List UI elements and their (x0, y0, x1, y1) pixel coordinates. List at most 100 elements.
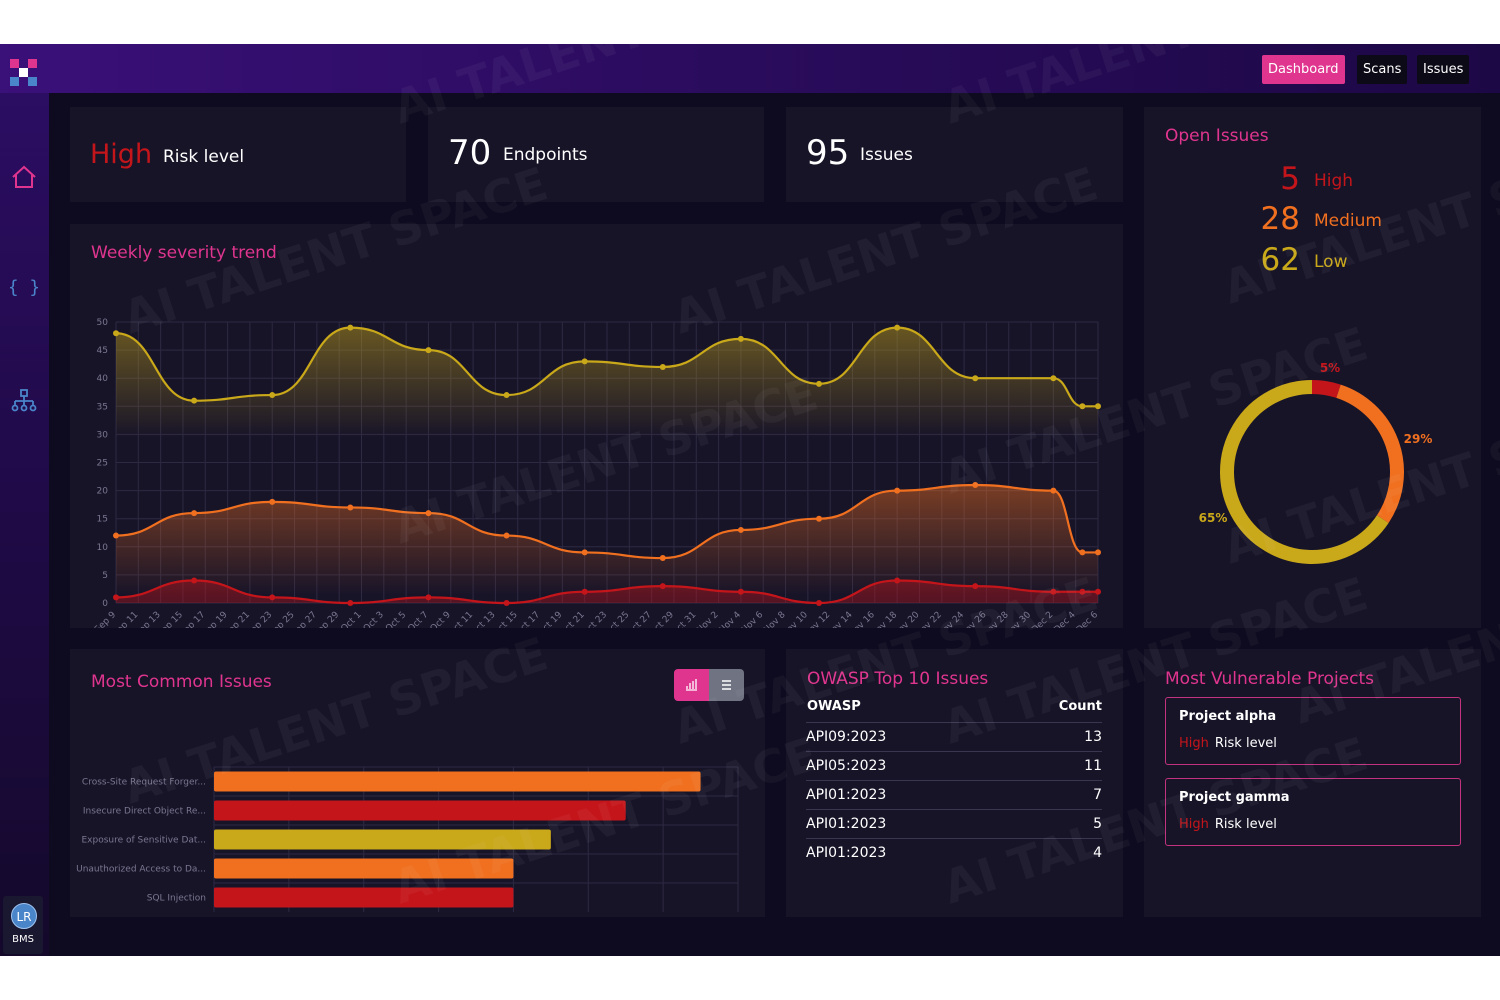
x-tick-label: Nov 8 (762, 610, 788, 628)
nav-issues[interactable]: Issues (1417, 55, 1470, 84)
chart-view-button[interactable] (674, 669, 709, 701)
logo-icon[interactable] (10, 59, 37, 86)
project-risk: High Risk level (1179, 817, 1277, 832)
category-label: Unauthorized Access to Da... (76, 865, 206, 875)
table-row[interactable]: API01:2023 4 (806, 838, 1102, 867)
bar (214, 800, 626, 821)
data-point (1050, 487, 1057, 494)
owasp-card: OWASP Top 10 Issues OWASP Count API09:20… (786, 649, 1123, 917)
sitemap-icon[interactable] (10, 387, 38, 415)
owasp-name: API01:2023 (806, 845, 887, 861)
nav-scans[interactable]: Scans (1357, 55, 1408, 84)
data-point (659, 583, 666, 590)
dashboard-app: Dashboard Scans Issues { } LR BMS High R… (0, 44, 1500, 956)
project-risk-value: High (1179, 736, 1209, 751)
x-tick-label: Oct 27 (626, 610, 654, 628)
data-point (894, 577, 901, 584)
x-tick-label: Oct 13 (469, 610, 497, 628)
open-low-label: Low (1314, 252, 1348, 272)
data-point (1095, 403, 1101, 410)
table-row[interactable]: API09:2023 13 (806, 722, 1102, 751)
data-point (191, 510, 198, 517)
x-tick-label: Oct 9 (429, 610, 453, 628)
open-high-label: High (1314, 171, 1354, 191)
common-issues-chart: 02468101214Cross-Site Request Forger...I… (76, 766, 739, 912)
endpoints-card: 70 Endpoints (428, 107, 764, 202)
x-tick-label: Oct 29 (648, 610, 676, 628)
issues-label: Issues (860, 145, 913, 165)
x-tick-label: Nov 4 (717, 610, 743, 628)
y-tick-label: 40 (97, 374, 109, 384)
owasp-count: 7 (1093, 787, 1102, 803)
list-icon (722, 680, 731, 690)
x-tick-label: Oct 17 (514, 610, 542, 628)
x-tick-label: Nov 2 (695, 610, 721, 628)
y-tick-label: 5 (102, 571, 108, 581)
project-card-alpha[interactable]: Project alpha High Risk level (1165, 697, 1461, 765)
data-point (581, 358, 588, 365)
x-tick-label: Oct 15 (492, 610, 520, 628)
category-label: SQL Injection (147, 894, 206, 904)
project-name: Project gamma (1179, 790, 1290, 805)
owasp-count: 13 (1084, 729, 1102, 745)
bar (214, 858, 514, 879)
data-point (1050, 375, 1057, 382)
x-tick-label: Oct 25 (603, 610, 631, 628)
project-risk-label: Risk level (1214, 817, 1277, 832)
x-tick-label: Nov 6 (740, 610, 766, 628)
x-tick-label: Oct 31 (670, 610, 698, 628)
data-point (347, 504, 354, 511)
owasp-count: 5 (1093, 816, 1102, 832)
y-tick-label: 30 (97, 430, 109, 440)
data-point (1095, 549, 1101, 556)
home-icon[interactable] (10, 163, 38, 191)
data-point (347, 600, 354, 606)
data-point (191, 577, 198, 584)
y-tick-label: 10 (97, 543, 109, 553)
x-tick-label: Oct 3 (362, 610, 386, 628)
x-tick-label: Sep 9 (93, 610, 118, 628)
x-tick-label: Oct 5 (384, 610, 408, 628)
table-row[interactable]: API01:2023 7 (806, 780, 1102, 809)
common-issues-card: Most Common Issues 02468101214Cross-Site… (70, 649, 765, 917)
series-area (116, 484, 1098, 603)
top-bar: Dashboard Scans Issues (0, 44, 1500, 93)
category-label: Exposure of Sensitive Dat... (81, 836, 206, 846)
x-tick-label: Dec 2 (1030, 610, 1055, 628)
data-point (894, 324, 901, 331)
owasp-title: OWASP Top 10 Issues (807, 669, 989, 689)
data-point (1079, 549, 1086, 556)
table-row[interactable]: API05:2023 11 (806, 751, 1102, 780)
data-point (816, 515, 823, 522)
bar-chart-icon (686, 679, 697, 691)
list-view-button[interactable] (709, 669, 744, 701)
x-tick-label: Oct 23 (581, 610, 609, 628)
open-medium-count: 28 (1260, 201, 1300, 237)
table-row[interactable]: API01:2023 5 (806, 809, 1102, 838)
data-point (113, 594, 119, 601)
avatar[interactable]: LR (11, 903, 37, 929)
common-issues-title: Most Common Issues (91, 672, 272, 692)
user-menu[interactable]: LR BMS (3, 896, 43, 954)
data-point (503, 600, 510, 606)
open-low-count: 62 (1260, 242, 1300, 278)
view-toggle[interactable] (674, 669, 744, 701)
data-point (972, 583, 979, 590)
data-point (581, 549, 588, 556)
x-tick-label: Oct 21 (559, 610, 587, 628)
owasp-name: API01:2023 (806, 787, 887, 803)
nav-dashboard[interactable]: Dashboard (1262, 55, 1345, 84)
endpoints-label: Endpoints (503, 145, 588, 165)
data-point (269, 498, 276, 505)
project-risk: High Risk level (1179, 736, 1277, 751)
data-point (425, 594, 432, 601)
owasp-name: API01:2023 (806, 816, 887, 832)
data-point (972, 481, 979, 488)
project-risk-label: Risk level (1214, 736, 1277, 751)
code-braces-icon[interactable]: { } (10, 273, 38, 301)
issues-value: 95 (806, 133, 850, 173)
data-point (113, 532, 119, 539)
data-point (581, 588, 588, 595)
project-card-gamma[interactable]: Project gamma High Risk level (1165, 778, 1461, 846)
risk-level-label: Risk level (163, 147, 245, 167)
